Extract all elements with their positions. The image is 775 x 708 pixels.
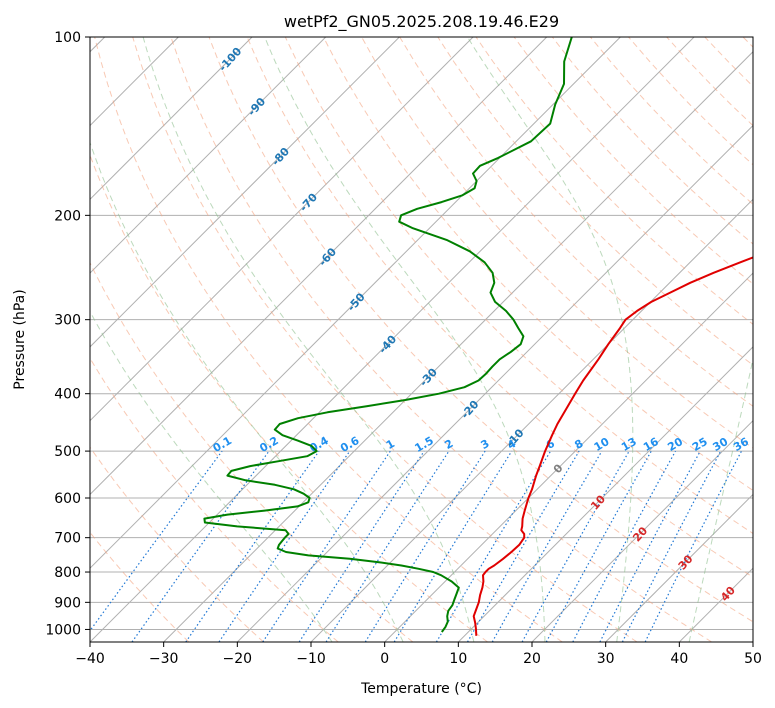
dry-adiabat bbox=[90, 261, 414, 642]
dry-adiabat bbox=[437, 37, 753, 366]
isotherm-gridline bbox=[605, 493, 753, 642]
isotherm-gridline bbox=[90, 37, 548, 496]
mixing-ratio-line bbox=[218, 450, 351, 642]
y-tick-label: 400 bbox=[54, 387, 81, 403]
mixing-ratio-line bbox=[262, 450, 391, 642]
y-tick-label: 600 bbox=[54, 491, 81, 507]
dry-adiabat bbox=[742, 37, 753, 48]
isotherm-gridline bbox=[163, 51, 753, 642]
dry-adiabat bbox=[90, 357, 339, 642]
moist-adiabat bbox=[90, 310, 333, 642]
mixing-ratio-label: 0.6 bbox=[338, 434, 362, 455]
x-axis: −40 −30 −20 −10 0 10 20 30 40 50 bbox=[75, 642, 762, 667]
mixing-ratio-label: 3 bbox=[478, 437, 491, 452]
mixing-ratio-line bbox=[364, 450, 486, 642]
isotherm-gridline bbox=[457, 346, 753, 642]
y-tick-label: 200 bbox=[54, 208, 81, 224]
dry-adiabat bbox=[666, 37, 753, 127]
mixing-ratio-line bbox=[325, 450, 450, 642]
mixing-ratio-line bbox=[572, 450, 677, 642]
isotherm-gridline bbox=[90, 37, 253, 201]
temperature-profile bbox=[472, 256, 753, 636]
x-tick-label: 40 bbox=[670, 651, 688, 667]
x-tick-label: −40 bbox=[75, 651, 105, 667]
plot-area: 0.1 0.2 0.4 0.6 1 1.5 2 3 4 6 8 10 13 16 20 25 30 36-100-… bbox=[90, 37, 753, 642]
x-tick-label: 0 bbox=[380, 651, 389, 667]
mixing-ratio-line bbox=[90, 450, 223, 632]
dry-adiabat bbox=[475, 37, 753, 325]
mixing-ratio-line bbox=[644, 450, 743, 642]
isotherm-gridline bbox=[90, 37, 400, 348]
x-tick-label: 20 bbox=[523, 651, 541, 667]
dry-adiabat bbox=[513, 37, 753, 285]
dry-adiabat bbox=[704, 37, 753, 87]
moist-adiabat bbox=[90, 141, 404, 642]
isotherm-gridline bbox=[90, 37, 695, 642]
y-axis: 100 200 300 400 500 600 700 800 900 1000 bbox=[45, 30, 90, 638]
y-axis-label: Pressure (hPa) bbox=[12, 289, 28, 389]
x-axis-label: Temperature (°C) bbox=[360, 681, 482, 697]
x-tick-label: 50 bbox=[744, 651, 762, 667]
isotherm-gridline bbox=[310, 198, 753, 642]
mixing-ratio-line bbox=[185, 450, 320, 642]
dewpoint-profile bbox=[203, 37, 573, 633]
mixing-ratio-line bbox=[298, 450, 425, 642]
dry-adiabat bbox=[170, 37, 712, 642]
isotherm-gridline bbox=[384, 272, 753, 642]
y-tick-label: 800 bbox=[54, 565, 81, 581]
isotherm-gridline bbox=[752, 641, 753, 642]
mixing-ratio-line bbox=[545, 450, 652, 642]
moist-adiabat bbox=[142, 37, 475, 642]
dry-adiabat bbox=[590, 37, 753, 205]
chart-title: wetPf2_GN05.2025.208.19.46.E29 bbox=[284, 12, 559, 32]
y-tick-label: 700 bbox=[54, 531, 81, 547]
moist-adiabat bbox=[264, 37, 546, 642]
dry-adiabat bbox=[90, 531, 190, 642]
x-tick-label: −10 bbox=[296, 651, 326, 667]
isotherm-gridline bbox=[531, 419, 753, 642]
dry-adiabat bbox=[90, 446, 264, 642]
dry-adiabat bbox=[284, 37, 753, 535]
dry-adiabat bbox=[322, 37, 753, 492]
dry-adiabat bbox=[90, 153, 488, 642]
mixing-ratio-line bbox=[393, 450, 513, 642]
mixing-ratio-line bbox=[435, 450, 552, 642]
isotherm-gridline bbox=[90, 37, 327, 274]
isotherm-gridline bbox=[236, 124, 753, 642]
dry-adiabat bbox=[208, 37, 753, 623]
dry-adiabat bbox=[246, 37, 753, 578]
mixing-ratio-line bbox=[521, 450, 630, 642]
x-tick-label: −20 bbox=[223, 651, 253, 667]
isotherm-gridline bbox=[90, 37, 621, 569]
isotherm-gridline bbox=[678, 567, 753, 642]
y-tick-label: 1000 bbox=[45, 622, 81, 638]
dry-adiabat bbox=[551, 37, 753, 245]
plot-frame bbox=[89, 36, 754, 643]
mixing-ratio-label: 1 bbox=[384, 437, 397, 452]
mixing-ratio-label: 0.4 bbox=[307, 434, 331, 455]
isotherm-gridline bbox=[90, 37, 474, 422]
x-tick-label: −30 bbox=[149, 651, 179, 667]
mixing-ratio-line bbox=[131, 450, 270, 642]
mixing-ratio-label: 1.5 bbox=[412, 434, 435, 455]
mixing-ratio-line bbox=[599, 450, 701, 642]
x-tick-label: 10 bbox=[449, 651, 467, 667]
y-tick-label: 300 bbox=[54, 313, 81, 329]
y-tick-label: 100 bbox=[54, 30, 81, 46]
moist-adiabat bbox=[688, 356, 753, 642]
dry-adiabat bbox=[132, 37, 638, 642]
x-tick-label: 30 bbox=[597, 651, 615, 667]
y-tick-label: 900 bbox=[54, 595, 81, 611]
y-tick-label: 500 bbox=[54, 444, 81, 460]
moist-adiabat bbox=[467, 37, 634, 642]
dry-adiabat bbox=[94, 37, 563, 642]
